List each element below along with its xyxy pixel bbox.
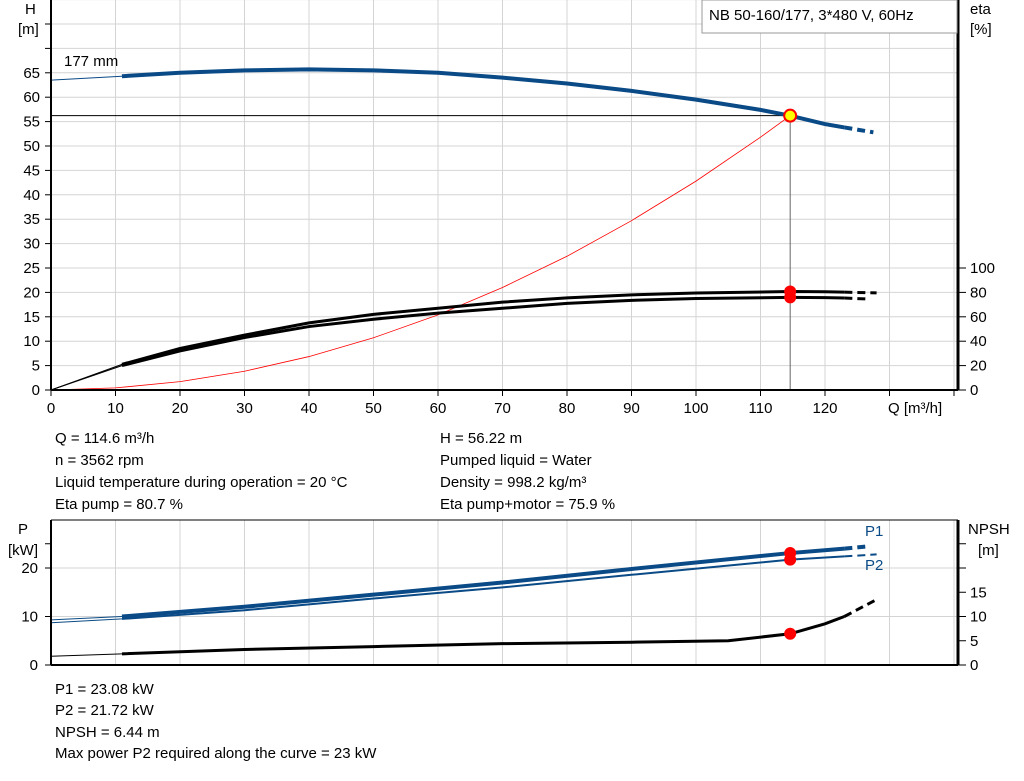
info-eta-pump-motor: Eta pump+motor = 75.9 %	[440, 496, 616, 513]
npsh-curve	[121, 615, 845, 656]
axes: 0 10 20 30 40 50 60 70 80 90 100 110 120051015202530…	[21, 0, 995, 674]
h-tick-label: 65	[23, 65, 40, 82]
h-tick-label: 55	[23, 114, 40, 131]
q-tick-label: 0	[47, 400, 55, 417]
p1-curve-label: P1	[865, 523, 883, 540]
eta-tick-label: 100	[970, 260, 995, 277]
p-tick-label: 20	[21, 560, 38, 577]
q-tick-label: 60	[430, 400, 447, 417]
p2-curve-thin	[50, 618, 122, 624]
q-tick-label: 110	[749, 400, 773, 417]
eta-pump-curve-dashed	[844, 290, 877, 295]
npsh-tick-label: 10	[970, 609, 987, 626]
operating-point-marker	[783, 108, 798, 123]
q-tick-label: 100	[683, 400, 708, 417]
h-curve	[121, 67, 845, 130]
p1-curve-thin	[50, 616, 122, 621]
npsh-tick-label: 0	[970, 657, 978, 674]
h-axis-unit: [m]	[18, 21, 39, 38]
q-tick-label: 80	[559, 400, 576, 417]
eta-tick-label: 80	[970, 284, 987, 301]
h-tick-label: 45	[23, 162, 40, 179]
h-tick-label: 15	[23, 309, 40, 326]
eta-axis-label: eta	[970, 1, 992, 18]
p2-marker	[784, 553, 797, 566]
q-tick-label: 30	[236, 400, 253, 417]
q-tick-label: 10	[107, 400, 124, 417]
eta-tick-label: 60	[970, 309, 987, 326]
h-tick-label: 35	[23, 211, 40, 228]
eta-tick-label: 40	[970, 333, 987, 350]
p-tick-label: 10	[21, 609, 38, 626]
h-tick-label: 20	[23, 284, 40, 301]
h-tick-label: 0	[32, 382, 40, 399]
h-tick-label: 10	[23, 333, 40, 350]
npsh-tick-label: 15	[970, 584, 987, 601]
npsh-marker	[784, 627, 797, 640]
info-p1: P1 = 23.08 kW	[55, 681, 154, 698]
info-eta-pump: Eta pump = 80.7 %	[55, 496, 183, 513]
info-npsh: NPSH = 6.44 m	[55, 724, 160, 741]
h-axis-label: H	[25, 1, 36, 18]
p-tick-label: 0	[30, 657, 38, 674]
info-density: Density = 998.2 kg/m³	[440, 474, 587, 491]
h-tick-label: 40	[23, 187, 40, 204]
p1-curve-dashed	[844, 544, 871, 551]
q-tick-label: 70	[494, 400, 511, 417]
info-liquid: Pumped liquid = Water	[440, 452, 592, 469]
title-box	[701, 0, 958, 34]
h-tick-label: 5	[32, 358, 40, 375]
chart-title: NB 50-160/177, 3*480 V, 60Hz	[709, 7, 914, 24]
eta-pump-motor-marker	[784, 291, 797, 304]
npsh-curve-thin	[50, 653, 122, 657]
info-h: H = 56.22 m	[440, 430, 523, 447]
p1-curve	[121, 546, 845, 619]
p2-curve-label: P2	[865, 557, 883, 574]
info-max-power: Max power P2 required along the curve = …	[55, 745, 377, 762]
q-tick-label: 50	[365, 400, 382, 417]
npsh-axis-label: NPSH	[968, 521, 1010, 538]
q-tick-label: 120	[812, 400, 837, 417]
p-axis-unit: [kW]	[8, 542, 38, 559]
npsh-tick-label: 5	[970, 633, 978, 650]
q-axis-label: Q [m³/h]	[888, 400, 942, 417]
npsh-curve-dashed	[843, 598, 878, 618]
info-n: n = 3562 rpm	[55, 452, 144, 469]
eta-axis-unit: [%]	[970, 21, 992, 38]
impeller-label: 177 mm	[64, 53, 118, 70]
h-tick-label: 30	[23, 236, 40, 253]
h-tick-label: 50	[23, 138, 40, 155]
q-tick-label: 20	[172, 400, 189, 417]
curves	[50, 67, 878, 657]
eta-tick-label: 0	[970, 382, 978, 399]
npsh-axis-unit: [m]	[978, 542, 999, 559]
grid	[50, 0, 958, 665]
h-tick-label: 60	[23, 89, 40, 106]
system-curve	[50, 115, 791, 391]
eta-pump-curve	[121, 290, 845, 366]
h-curve-dashed	[844, 125, 874, 135]
p2-curve-dashed	[844, 553, 877, 558]
q-tick-label: 40	[301, 400, 318, 417]
h-curve-thin	[50, 75, 122, 81]
h-tick-label: 25	[23, 260, 40, 277]
info-temp: Liquid temperature during operation = 20…	[55, 474, 348, 491]
p-axis-label: P	[18, 521, 28, 538]
eta-pump-motor-curve-dashed	[844, 296, 871, 301]
q-tick-label: 90	[623, 400, 640, 417]
info-q: Q = 114.6 m³/h	[55, 430, 155, 447]
eta-pump-motor-curve	[121, 295, 845, 368]
eta-pump-motor-curve-thin	[50, 365, 123, 391]
info-p2: P2 = 21.72 kW	[55, 702, 154, 719]
eta-tick-label: 20	[970, 358, 987, 375]
